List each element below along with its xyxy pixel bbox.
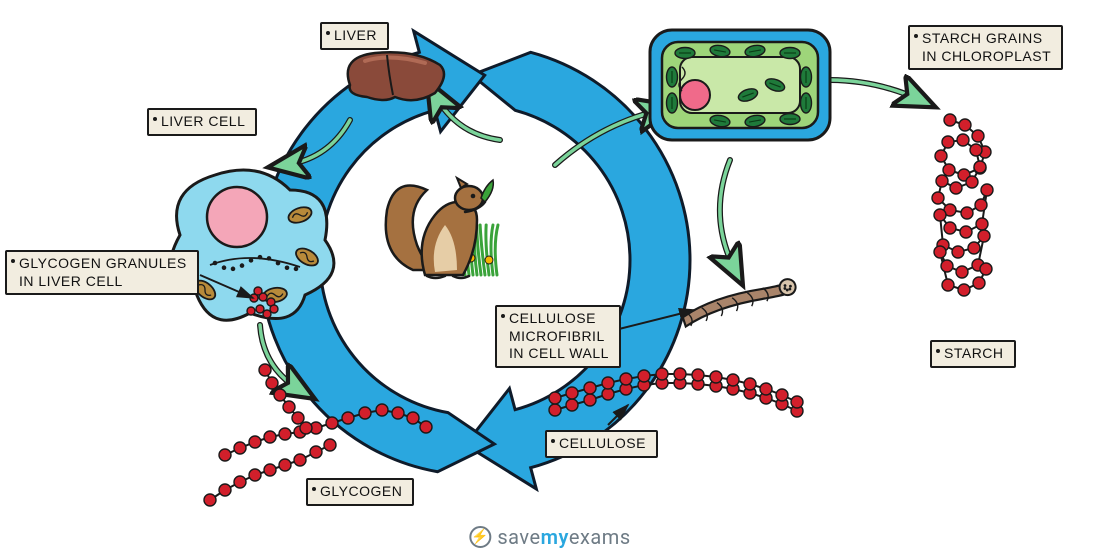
watermark-part1: save [497,525,540,549]
label-glycogen: GLYCOGEN [306,478,414,506]
watermark-part3: exams [569,525,631,549]
label-starch-grains: STARCH GRAINS IN CHLOROPLAST [908,25,1063,70]
microfibril-illustration [681,276,798,329]
label-liver: LIVER [320,22,389,50]
watermark-part2: my [541,525,569,549]
label-cellulose: CELLULOSE [545,430,658,458]
arrow-plantcell-to-starch [830,80,920,100]
label-cellulose-microfibril: CELLULOSE MICROFIBRIL IN CELL WALL [495,305,621,368]
label-glycogen-granules: GLYCOGEN GRANULES IN LIVER CELL [5,250,199,295]
plant-cell-illustration [650,30,830,140]
watermark-icon: ⚡ [469,526,491,548]
label-starch: STARCH [930,340,1016,368]
watermark: ⚡ savemyexams [469,525,630,549]
liver-illustration [348,52,444,100]
label-liver-cell: LIVER CELL [147,108,257,136]
squirrel-illustration [386,178,498,278]
